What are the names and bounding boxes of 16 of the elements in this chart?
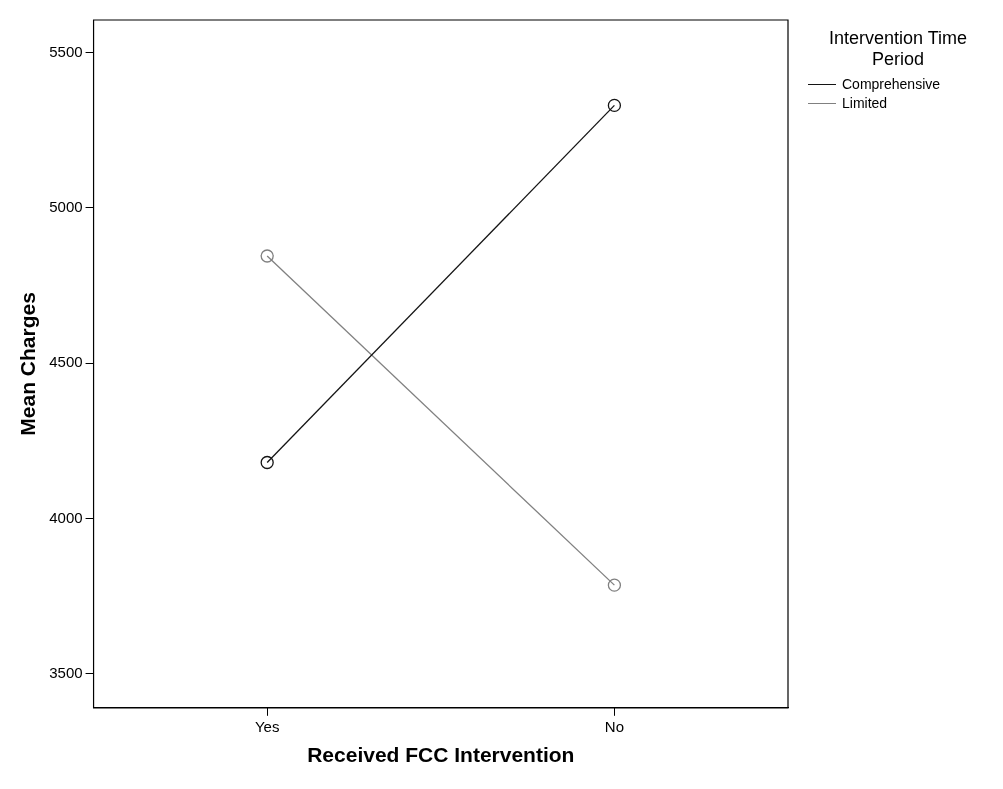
legend-title: Intervention Time Period <box>827 28 969 70</box>
x-tick-label: No <box>604 717 624 735</box>
y-axis-title: Mean Charges <box>16 292 40 436</box>
x-tick-label: Yes <box>254 717 280 735</box>
y-tick-label: 4500 <box>49 353 83 371</box>
point <box>607 98 622 113</box>
x-axis-title: Received FCC Intervention <box>307 743 575 767</box>
point <box>260 249 274 263</box>
point <box>260 455 274 470</box>
y-tick-label: 3500 <box>49 663 83 681</box>
y-tick-label: 5500 <box>49 42 83 60</box>
y-tick-label: 4000 <box>49 508 83 526</box>
point <box>607 578 622 592</box>
y-tick-label: 5000 <box>49 198 83 215</box>
legend-label: Limited <box>842 95 888 111</box>
legend-label: Comprehensive <box>842 76 941 92</box>
